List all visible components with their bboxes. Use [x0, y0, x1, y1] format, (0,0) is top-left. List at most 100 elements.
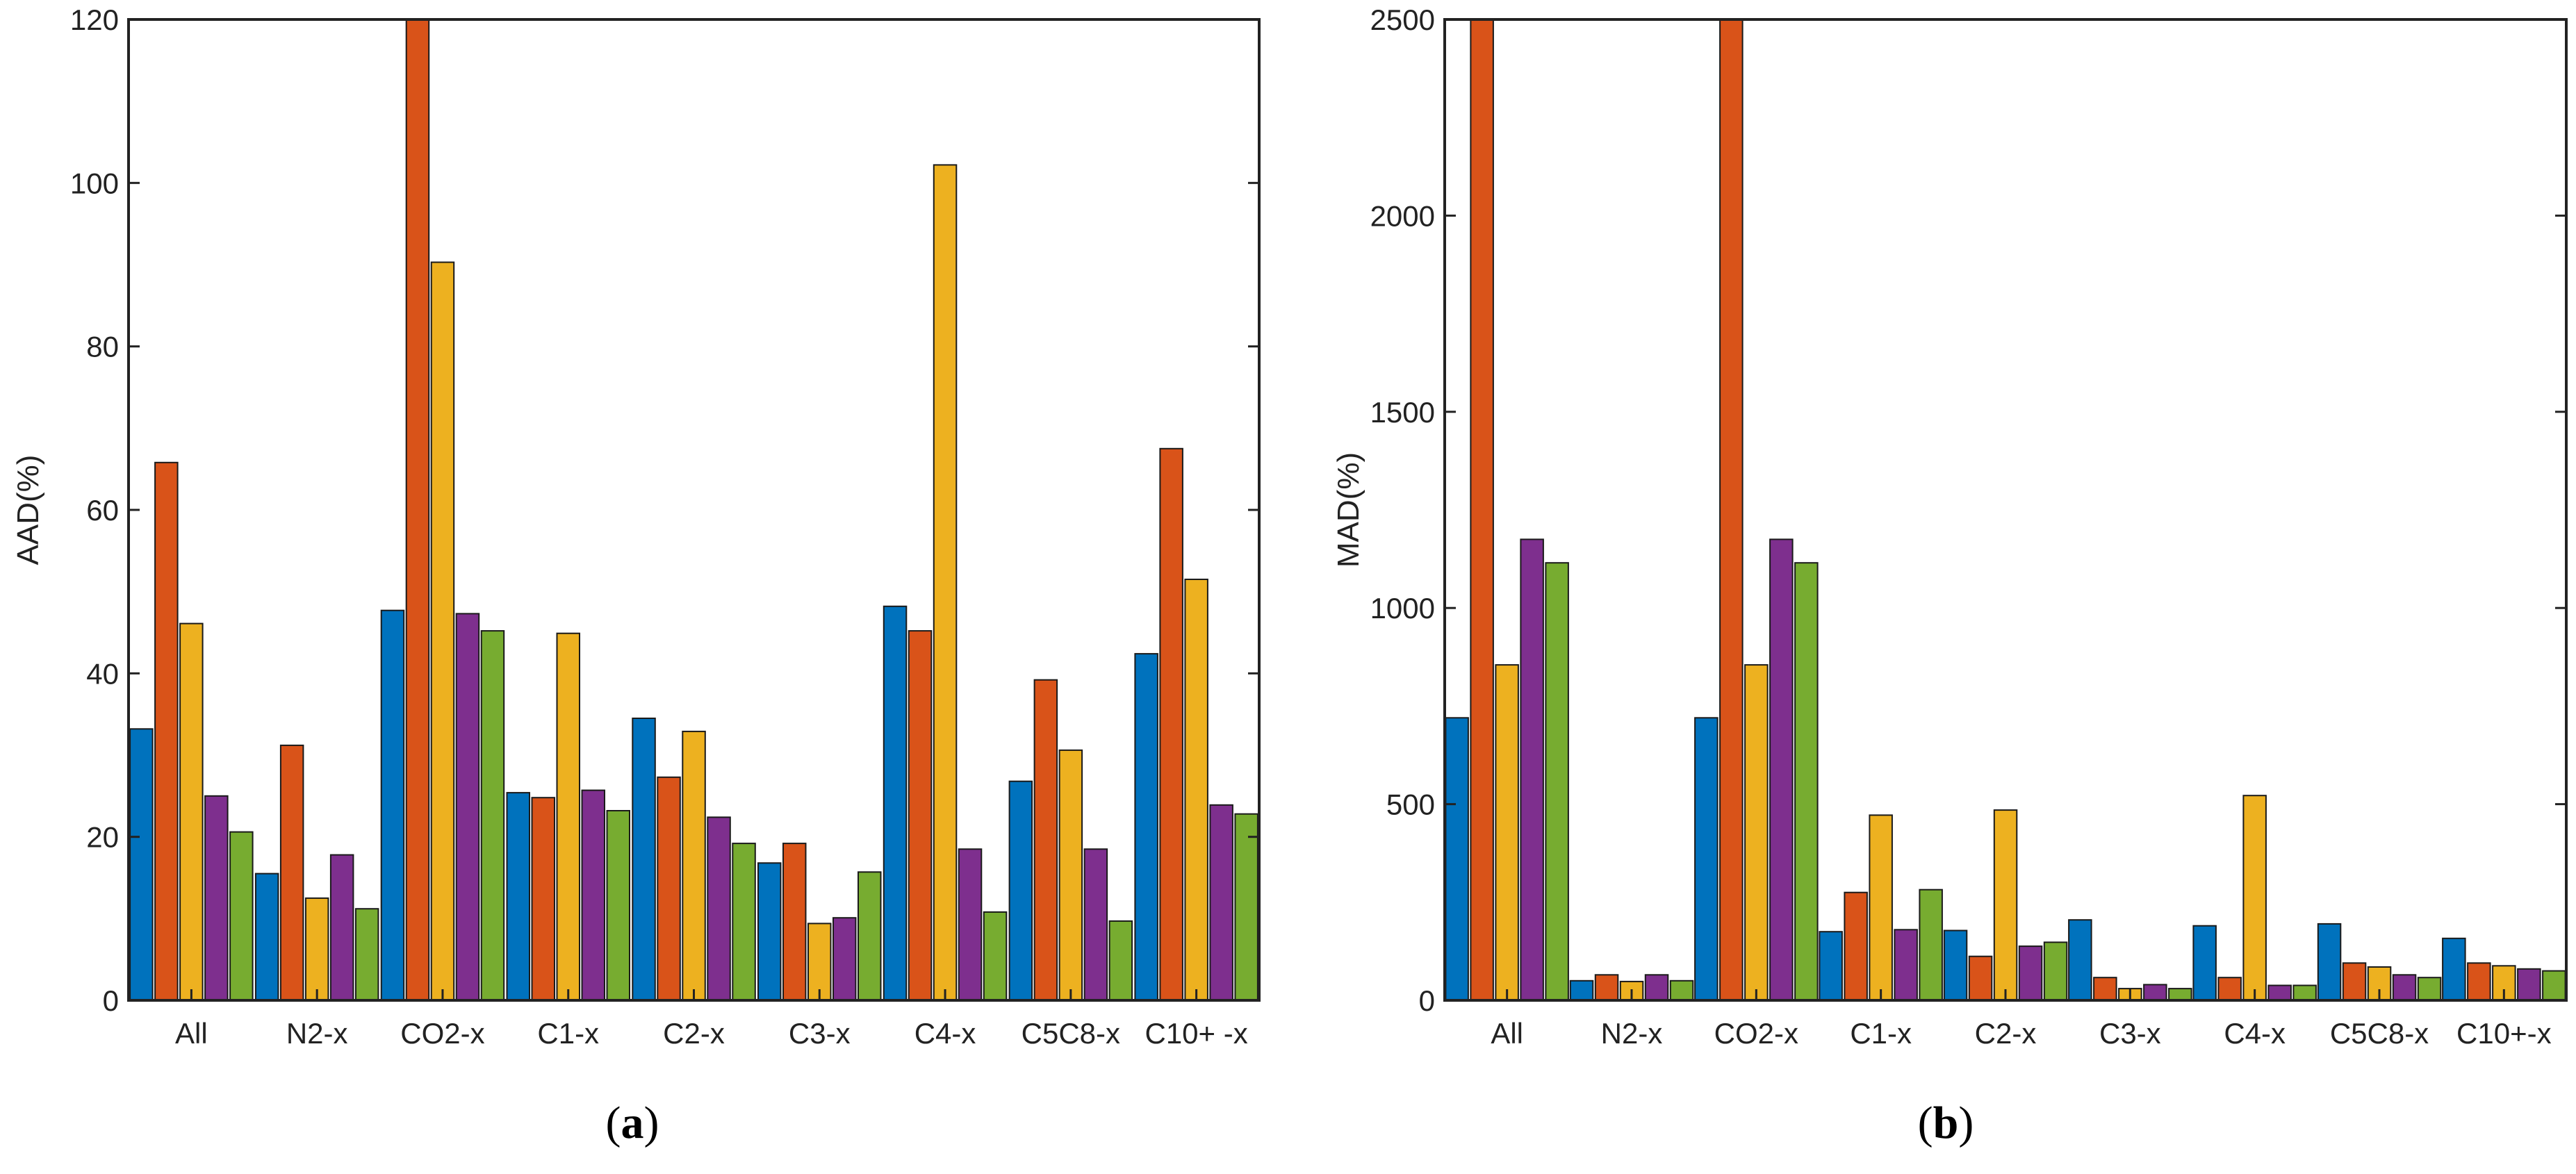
bar-7-series-3 [2242, 795, 2267, 1001]
y-tick-label: 20 [86, 821, 119, 854]
caption-close-paren: ) [1958, 1098, 1974, 1148]
bar-3-series-1 [380, 609, 405, 1001]
bar-7-series-1 [883, 605, 908, 1001]
bar-9-series-4 [1209, 804, 1233, 1002]
x-tick-label: C3-x [2099, 1017, 2161, 1050]
bar-7-series-2 [908, 630, 933, 1001]
bar-7-series-4 [958, 848, 983, 1002]
x-tick-label: C1-x [537, 1017, 599, 1050]
bar-1-series-1 [129, 728, 154, 1002]
panel-caption: (b) [1918, 1098, 1974, 1148]
bar-6-series-2 [782, 843, 807, 1001]
bar-8-series-3 [1058, 749, 1083, 1002]
bar-7-series-5 [2292, 984, 2317, 1001]
bar-4-series-3 [556, 632, 580, 1001]
caption-letter: b [1933, 1098, 1959, 1148]
bar-9-series-1 [2442, 937, 2466, 1002]
bar-5-series-1 [1943, 929, 1968, 1001]
bar-7-series-2 [2217, 977, 2242, 1001]
bar-3-series-5 [480, 630, 505, 1001]
panel-a: 0 20 40 60 80 100 120 All N2-x CO2-x C1-x C2-x C3-x C… [11, 3, 1261, 1148]
bar-6-series-1 [2068, 919, 2092, 1001]
x-tick-label: C2-x [663, 1017, 725, 1050]
caption-close-paren: ) [644, 1098, 659, 1148]
bar-7-series-5 [983, 911, 1008, 1002]
x-tick-label: C1-x [1850, 1017, 1912, 1050]
x-tick-label: C4-x [914, 1017, 976, 1050]
bar-5-series-5 [2043, 941, 2068, 1002]
bar-7-series-1 [2192, 925, 2217, 1001]
x-tick-label: C2-x [1975, 1017, 2037, 1050]
bar-3-series-3 [1744, 664, 1769, 1001]
bar-8-series-5 [2417, 977, 2442, 1001]
bar-2-series-1 [1569, 979, 1594, 1002]
caption-letter: a [621, 1098, 644, 1148]
y-axis-label: MAD(%) [1331, 452, 1365, 568]
bar-4-series-5 [606, 810, 630, 1001]
bar-5-series-2 [657, 776, 681, 1002]
bar-9-series-5 [2542, 970, 2566, 1001]
bar-2-series-1 [254, 873, 279, 1001]
bar-1-series-2 [1470, 19, 1494, 1001]
x-tick-label: All [175, 1017, 208, 1050]
bar-3-series-3 [430, 261, 455, 1001]
bar-3-series-4 [1769, 538, 1794, 1001]
bar-5-series-4 [2018, 945, 2043, 1001]
bar-4-series-2 [1844, 891, 1868, 1001]
bar-1-series-5 [1545, 562, 1569, 1001]
bar-8-series-1 [2317, 923, 2342, 1002]
bar-9-series-5 [1234, 813, 1258, 1001]
bar-1-series-1 [1445, 717, 1469, 1002]
bar-9-series-2 [2467, 962, 2491, 1002]
bar-1-series-4 [204, 795, 229, 1002]
x-tick-label: C10+-x [2456, 1017, 2552, 1050]
y-tick-label: 80 [86, 331, 119, 363]
bar-4-series-5 [1919, 888, 1943, 1001]
y-tick-label: 40 [86, 657, 119, 690]
x-tick-label: N2-x [1601, 1017, 1663, 1050]
bar-3-series-5 [1794, 562, 1819, 1001]
bar-8-series-4 [1083, 848, 1108, 1002]
bar-3-series-2 [405, 19, 430, 1001]
bar-7-series-4 [2267, 984, 2292, 1001]
bar-4-series-1 [506, 792, 530, 1001]
bar-8-series-5 [1108, 920, 1133, 1002]
bar-6-series-3 [807, 923, 832, 1002]
panel-b: 0 500 1000 1500 2000 2500 All N2-x CO2-x C1-x C2-x… [1331, 3, 2568, 1148]
bar-2-series-5 [354, 908, 379, 1001]
y-tick-label: 2000 [1370, 199, 1435, 232]
bar-2-series-2 [279, 744, 304, 1002]
bar-6-series-2 [2093, 977, 2117, 1001]
bar-1-series-3 [179, 622, 204, 1001]
bar-1-series-5 [229, 831, 254, 1001]
y-tick-label: 1500 [1370, 396, 1435, 429]
bar-4-series-3 [1869, 814, 1893, 1002]
caption-open-paren: ( [1918, 1098, 1933, 1148]
bar-3-series-1 [1694, 717, 1718, 1002]
bar-5-series-5 [732, 843, 756, 1001]
y-tick-label: 60 [86, 494, 119, 527]
bar-4-series-4 [581, 789, 605, 1001]
bar-9-series-1 [1134, 653, 1158, 1001]
bar-3-series-2 [1719, 19, 1744, 1001]
bar-8-series-1 [1008, 780, 1033, 1001]
bar-8-series-2 [2342, 962, 2367, 1002]
bar-9-series-2 [1159, 447, 1183, 1002]
bar-1-series-3 [1495, 664, 1519, 1001]
bar-6-series-5 [2168, 988, 2192, 1001]
panel-caption: (a) [606, 1098, 659, 1148]
bar-6-series-4 [832, 917, 857, 1001]
bar-7-series-3 [933, 164, 958, 1001]
bar-9-series-4 [2517, 968, 2541, 1002]
bar-3-series-4 [455, 613, 480, 1001]
bar-4-series-2 [531, 797, 555, 1001]
x-tick-label: C3-x [789, 1017, 851, 1050]
x-tick-label: C4-x [2224, 1017, 2286, 1050]
bar-5-series-1 [632, 718, 656, 1001]
bar-2-series-4 [329, 854, 354, 1001]
x-tick-label: N2-x [286, 1017, 348, 1050]
bar-1-series-2 [154, 461, 179, 1001]
bar-6-series-1 [757, 862, 782, 1002]
bar-2-series-5 [1669, 979, 1694, 1002]
bar-5-series-4 [707, 816, 731, 1002]
